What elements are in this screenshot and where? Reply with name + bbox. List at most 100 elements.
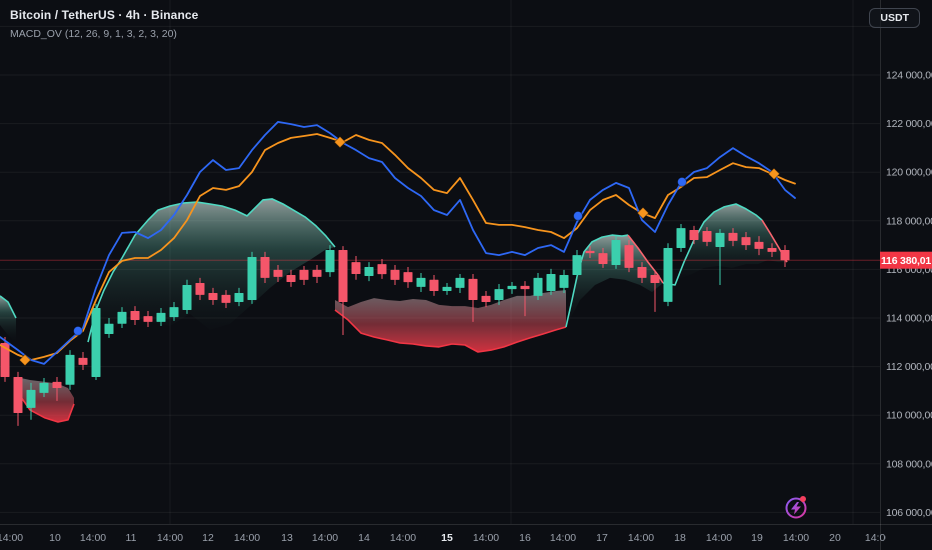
candle [208, 287, 218, 305]
candle [338, 246, 348, 335]
candle [130, 306, 140, 325]
macd-orange-line [0, 133, 796, 361]
time-tick-label: 11 [126, 532, 137, 544]
price-tick-label: 106 000,00 [886, 507, 932, 519]
time-tick-label: 10 [49, 532, 61, 544]
green-cloud [0, 295, 16, 343]
orange-diamond-marker [636, 206, 650, 220]
signal-markers [18, 135, 781, 367]
time-tick-label: 17 [596, 532, 608, 544]
price-tick-label: 110 000,00 [886, 410, 932, 422]
candle [455, 274, 465, 293]
candle [468, 274, 478, 322]
candle [273, 265, 283, 282]
candle [13, 371, 23, 426]
candle [611, 236, 621, 269]
candle [507, 282, 517, 294]
candle [221, 290, 231, 308]
currency-toggle-button[interactable]: USDT [869, 8, 920, 28]
current-price-label: 116 380,01 [881, 255, 931, 267]
time-tick-label: 14:00 [157, 532, 183, 544]
candle [676, 224, 686, 252]
indicator-label[interactable]: MACD_OV (12, 26, 9, 1, 3, 2, 3, 20) [10, 28, 177, 40]
time-tick-label: 12 [202, 532, 214, 544]
time-tick-label: 14:00 [312, 532, 338, 544]
candle [286, 269, 296, 287]
orange-diamond-marker [18, 353, 32, 367]
macd-cloud-layer [0, 198, 788, 423]
time-tick-label: 14:00 [390, 532, 416, 544]
cloud-upper-line [662, 203, 763, 286]
candle [234, 287, 244, 307]
blue-circle-marker [677, 176, 687, 187]
time-tick-label: 14:00 [865, 532, 891, 544]
cloud-upper-line [565, 234, 629, 328]
candle [260, 251, 270, 283]
candle [533, 273, 543, 300]
horizontal-grid [0, 25, 880, 513]
candle [117, 307, 127, 328]
candle [650, 270, 660, 312]
candle [364, 262, 374, 282]
candle [39, 378, 49, 397]
candle [754, 236, 764, 256]
candle [247, 251, 257, 304]
blue-circle-marker [73, 325, 83, 336]
time-tick-label: 14:00 [783, 532, 809, 544]
candle [780, 245, 790, 267]
time-tick-label: 16 [519, 532, 531, 544]
time-tick-label: 14:00 [0, 532, 23, 544]
candle [767, 243, 777, 257]
time-tick-label: 14:00 [628, 532, 654, 544]
candle [520, 281, 530, 317]
time-tick-label: 14:00 [80, 532, 106, 544]
time-axis[interactable]: 14:00 10 14:00 11 14:00 12 14:00 13 14:00 14 14:00… [0, 532, 891, 544]
price-tick-label: 118 000,00 [886, 215, 932, 227]
candle [156, 308, 166, 326]
candle [91, 303, 101, 380]
time-tick-label: 18 [674, 532, 686, 544]
green-cloud [663, 204, 787, 285]
time-tick-label: 14 [358, 532, 370, 544]
macd-blue-line [0, 121, 796, 365]
time-tick-label: 20 [829, 532, 841, 544]
flash-events-button[interactable] [781, 491, 811, 521]
candle [377, 259, 387, 279]
price-tick-label: 124 000,00 [886, 70, 932, 82]
symbol-title[interactable]: Bitcoin / TetherUS · 4h · Binance [10, 8, 199, 22]
candle [637, 262, 647, 283]
candle [559, 269, 569, 293]
candle [390, 265, 400, 285]
time-tick-label: 14:00 [706, 532, 732, 544]
time-tick-label: 19 [751, 532, 763, 544]
candle [169, 302, 179, 321]
candle [325, 245, 335, 277]
candle [715, 229, 725, 285]
lightning-icon [785, 496, 807, 519]
candle [624, 240, 634, 273]
candle [65, 350, 75, 390]
candle [351, 256, 361, 280]
candle [78, 352, 88, 370]
candle [481, 291, 491, 308]
candle [416, 273, 426, 292]
candle [598, 248, 608, 268]
cloud-lower-line [334, 309, 567, 353]
blue-circle-marker [573, 210, 583, 221]
price-axis[interactable]: 124 000,00 122 000,00 120 000,00 118 000,00… [880, 70, 932, 519]
price-tick-label: 120 000,00 [886, 167, 932, 179]
time-tick-label: 14:00 [234, 532, 260, 544]
time-tick-label: 14:00 [473, 532, 499, 544]
candle [299, 266, 309, 285]
candle [143, 311, 153, 327]
orange-diamond-marker [767, 167, 781, 181]
green-cloud [566, 235, 663, 327]
candle [572, 250, 582, 279]
green-cloud [88, 198, 335, 343]
candles-layer [0, 224, 790, 426]
time-tick-label: 15 [441, 532, 453, 544]
red-cloud [335, 290, 566, 352]
orange-diamond-marker [333, 135, 347, 149]
